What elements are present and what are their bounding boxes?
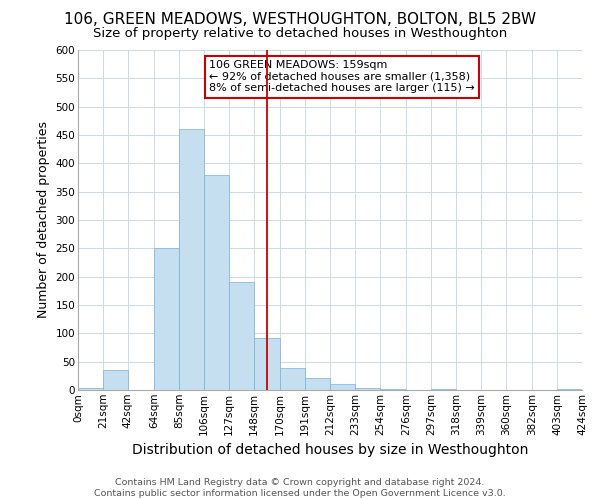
X-axis label: Distribution of detached houses by size in Westhoughton: Distribution of detached houses by size … — [132, 443, 528, 457]
Bar — [229, 282, 254, 390]
Text: 106 GREEN MEADOWS: 159sqm
← 92% of detached houses are smaller (1,358)
8% of sem: 106 GREEN MEADOWS: 159sqm ← 92% of detac… — [209, 60, 475, 94]
Bar — [204, 174, 229, 390]
Bar — [179, 130, 204, 390]
Bar — [103, 370, 128, 390]
Text: 106, GREEN MEADOWS, WESTHOUGHTON, BOLTON, BL5 2BW: 106, GREEN MEADOWS, WESTHOUGHTON, BOLTON… — [64, 12, 536, 28]
Bar — [305, 378, 330, 390]
Bar — [280, 368, 305, 390]
Y-axis label: Number of detached properties: Number of detached properties — [37, 122, 50, 318]
Text: Contains HM Land Registry data © Crown copyright and database right 2024.
Contai: Contains HM Land Registry data © Crown c… — [94, 478, 506, 498]
Bar — [254, 338, 280, 390]
Bar — [154, 248, 179, 390]
Bar — [355, 388, 380, 390]
Text: Size of property relative to detached houses in Westhoughton: Size of property relative to detached ho… — [93, 28, 507, 40]
Bar — [330, 384, 355, 390]
Bar — [78, 388, 103, 390]
